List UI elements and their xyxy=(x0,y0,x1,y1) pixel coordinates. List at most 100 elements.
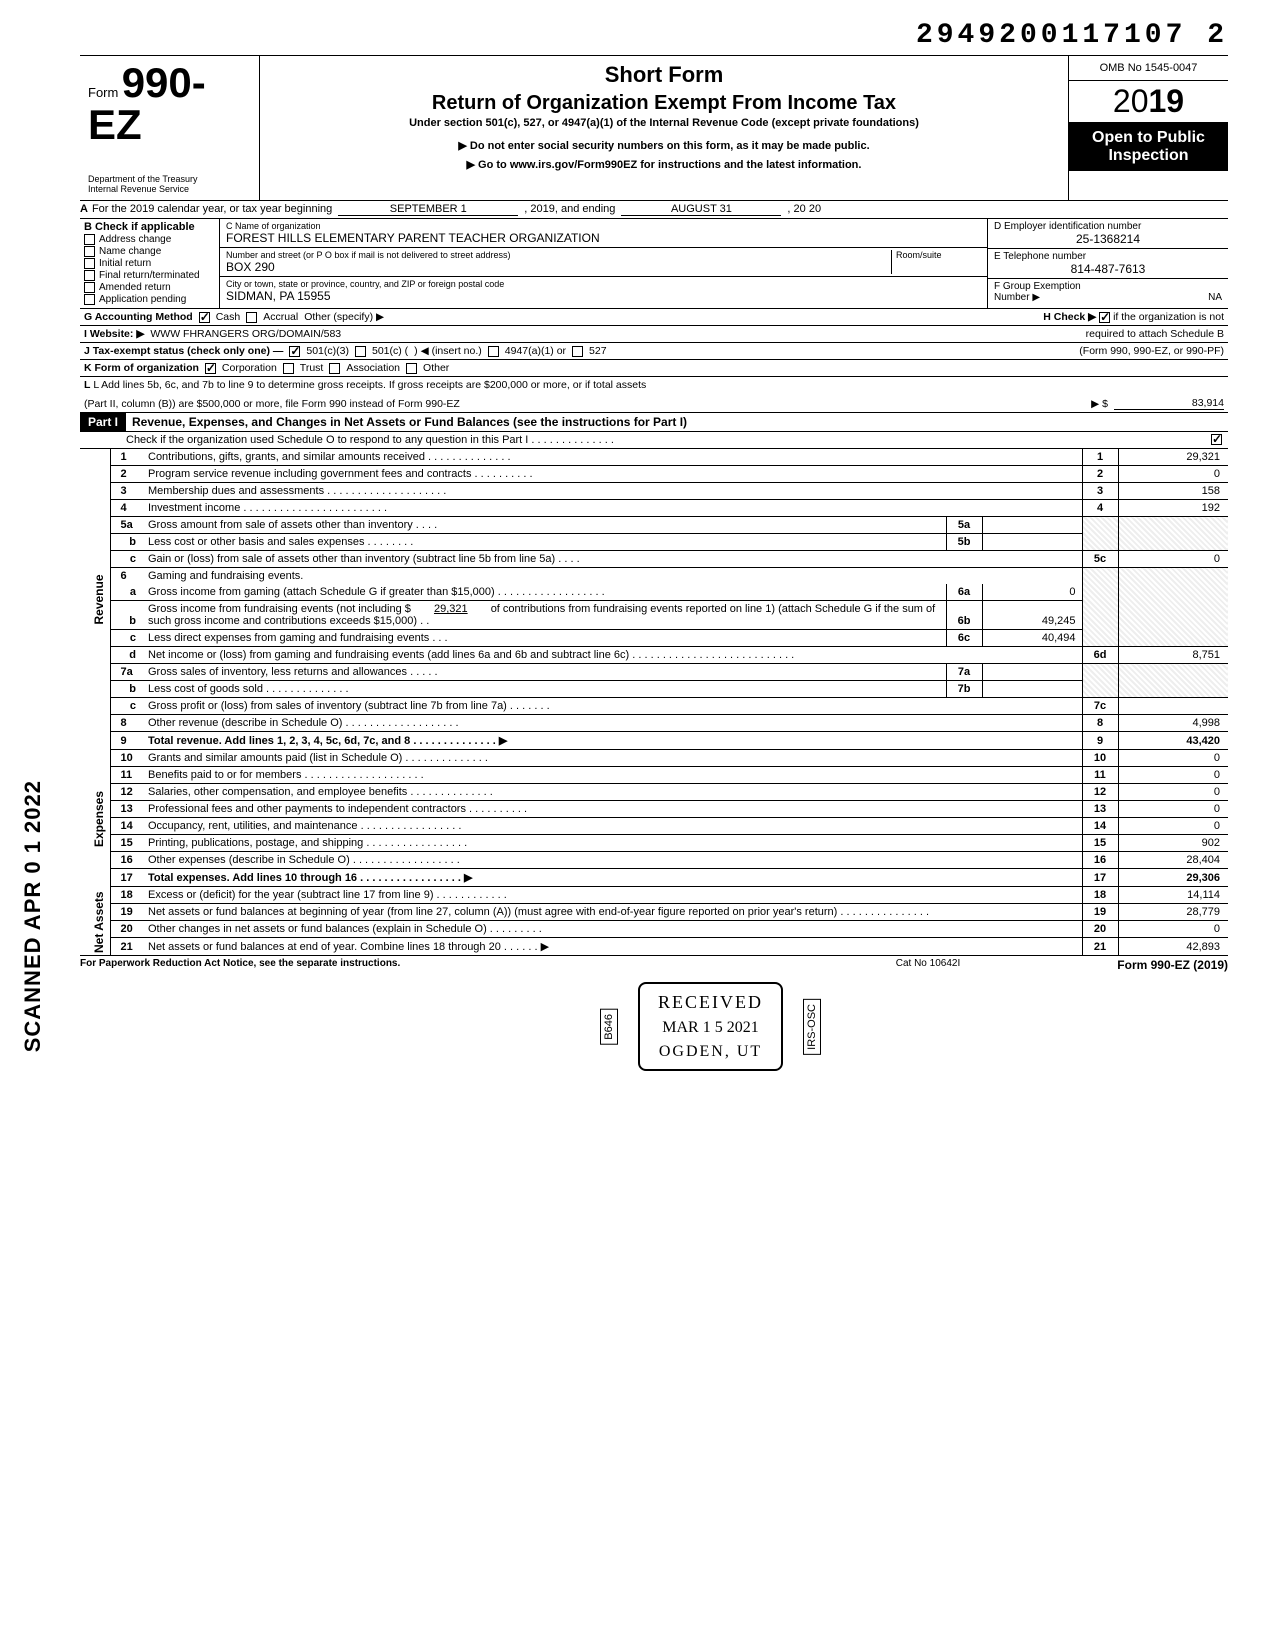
line-6c-amount: 40,494 xyxy=(982,630,1082,647)
addr-label: Number and street (or P O box if mail is… xyxy=(226,250,891,260)
open-public-2: Inspection xyxy=(1073,147,1224,165)
received-stamp: RECEIVED MAR 1 5 2021 OGDEN, UT xyxy=(638,982,783,1071)
page-footer: For Paperwork Reduction Act Notice, see … xyxy=(80,956,1228,972)
line-19-amount: 28,779 xyxy=(1118,904,1228,921)
row-i: I Website: ▶ WWW FHRANGERS ORG/DOMAIN/58… xyxy=(80,326,1228,343)
line-5c-amount: 0 xyxy=(1118,551,1228,568)
cb-initial-return[interactable]: Initial return xyxy=(84,258,215,269)
form-number: 990-EZ xyxy=(88,59,206,148)
cb-amended-return[interactable]: Amended return xyxy=(84,282,215,293)
year-begin: SEPTEMBER 1 xyxy=(338,203,518,216)
instr-url: ▶ Go to www.irs.gov/Form990EZ for instru… xyxy=(270,158,1058,171)
line-10-amount: 0 xyxy=(1118,750,1228,767)
line-9-amount: 43,420 xyxy=(1118,732,1228,750)
line-6b-amount: 49,245 xyxy=(982,601,1082,630)
return-title: Return of Organization Exempt From Incom… xyxy=(270,92,1058,115)
e-label: E Telephone number xyxy=(994,251,1086,262)
line-18-amount: 14,114 xyxy=(1118,887,1228,904)
line-2-amount: 0 xyxy=(1118,466,1228,483)
gross-receipts: 83,914 xyxy=(1114,397,1224,410)
form-header: Form 990-EZ Department of the Treasury I… xyxy=(80,55,1228,201)
scanned-stamp: SCANNED APR 0 1 2022 xyxy=(20,780,46,1052)
line-12-amount: 0 xyxy=(1118,784,1228,801)
short-form-label: Short Form xyxy=(270,62,1058,88)
cb-final-return[interactable]: Final return/terminated xyxy=(84,270,215,281)
dept-treasury: Department of the Treasury xyxy=(88,174,251,184)
cb-h[interactable] xyxy=(1099,312,1110,323)
line-15-amount: 902 xyxy=(1118,835,1228,852)
line-6a-amount: 0 xyxy=(982,584,1082,601)
cb-corporation[interactable] xyxy=(205,363,216,374)
row-k: K Form of organization Corporation Trust… xyxy=(80,360,1228,377)
website: WWW FHRANGERS ORG/DOMAIN/583 xyxy=(150,328,341,340)
org-address: BOX 290 xyxy=(226,260,891,274)
line-20-amount: 0 xyxy=(1118,921,1228,938)
ein: 25-1368214 xyxy=(994,232,1222,246)
line-13-amount: 0 xyxy=(1118,801,1228,818)
received-stamps: B646 RECEIVED MAR 1 5 2021 OGDEN, UT IRS… xyxy=(600,982,1228,1071)
line-4-amount: 192 xyxy=(1118,500,1228,517)
line-17-amount: 29,306 xyxy=(1118,869,1228,887)
f-label: F Group Exemption xyxy=(994,281,1222,292)
f-label2: Number ▶ xyxy=(994,292,1040,303)
line-6d-amount: 8,751 xyxy=(1118,647,1228,664)
line-1-amount: 29,321 xyxy=(1118,449,1228,466)
cb-address-change[interactable]: Address change xyxy=(84,234,215,245)
cb-association[interactable] xyxy=(329,363,340,374)
part-1-header: Part I Revenue, Expenses, and Changes in… xyxy=(80,413,1228,432)
cb-accrual[interactable] xyxy=(246,312,257,323)
cb-trust[interactable] xyxy=(283,363,294,374)
cb-527[interactable] xyxy=(572,346,583,357)
line-8-amount: 4,998 xyxy=(1118,715,1228,732)
omb-number: OMB No 1545-0047 xyxy=(1069,56,1228,81)
paperwork-notice: For Paperwork Reduction Act Notice, see … xyxy=(80,958,828,972)
d-label: D Employer identification number xyxy=(994,221,1141,232)
cat-no: Cat No 10642I xyxy=(828,958,1028,972)
side-revenue: Revenue xyxy=(80,449,110,750)
side-expenses: Expenses xyxy=(80,750,110,887)
c-label: C Name of organization xyxy=(226,221,981,231)
row-j: J Tax-exempt status (check only one) — 5… xyxy=(80,343,1228,360)
side-net-assets: Net Assets xyxy=(80,887,110,956)
cb-application-pending[interactable]: Application pending xyxy=(84,294,215,305)
cb-other-org[interactable] xyxy=(406,363,417,374)
return-subtitle: Under section 501(c), 527, or 4947(a)(1)… xyxy=(270,117,1058,129)
stamp-date: MAR 1 5 2021 xyxy=(658,1019,763,1037)
group-exemption: NA xyxy=(1208,292,1222,303)
tax-year: 2019 xyxy=(1069,81,1228,123)
part1-lines-table: Revenue 1Contributions, gifts, grants, a… xyxy=(80,449,1228,956)
line-6b-contrib: 29,321 xyxy=(414,603,488,615)
open-public-1: Open to Public xyxy=(1073,129,1224,147)
line-14-amount: 0 xyxy=(1118,818,1228,835)
year-end: AUGUST 31 xyxy=(621,203,781,216)
row-a-tax-year: A For the 2019 calendar year, or tax yea… xyxy=(80,201,1228,219)
org-city: SIDMAN, PA 15955 xyxy=(226,289,981,303)
line-21-amount: 42,893 xyxy=(1118,938,1228,956)
stamp-irs-osc: IRS-OSC xyxy=(803,999,821,1055)
cb-name-change[interactable]: Name change xyxy=(84,246,215,257)
stamp-location: OGDEN, UT xyxy=(658,1043,763,1061)
cb-cash[interactable] xyxy=(199,312,210,323)
cb-501c[interactable] xyxy=(355,346,366,357)
irs-label: Internal Revenue Service xyxy=(88,184,251,194)
form-ref: Form 990-EZ (2019) xyxy=(1028,958,1228,972)
line-16-amount: 28,404 xyxy=(1118,852,1228,869)
org-name: FOREST HILLS ELEMENTARY PARENT TEACHER O… xyxy=(226,231,981,245)
row-g: G Accounting Method Cash Accrual Other (… xyxy=(80,309,1228,326)
phone: 814-487-7613 xyxy=(994,262,1222,276)
line-11-amount: 0 xyxy=(1118,767,1228,784)
document-id: 2949200117107 2 xyxy=(80,20,1228,51)
room-label: Room/suite xyxy=(896,250,981,260)
block-bcdef: B Check if applicable Address change Nam… xyxy=(80,219,1228,309)
schedule-o-check: Check if the organization used Schedule … xyxy=(80,432,1228,449)
city-label: City or town, state or province, country… xyxy=(226,279,981,289)
row-l: L L Add lines 5b, 6c, and 7b to line 9 t… xyxy=(80,377,1228,413)
cb-4947[interactable] xyxy=(488,346,499,357)
cb-501c3[interactable] xyxy=(289,346,300,357)
col-b-head: B Check if applicable xyxy=(84,221,215,233)
cb-schedule-o[interactable] xyxy=(1211,434,1222,445)
instr-ssn: ▶ Do not enter social security numbers o… xyxy=(270,139,1058,152)
form-prefix: Form xyxy=(88,85,118,100)
line-3-amount: 158 xyxy=(1118,483,1228,500)
stamp-b646: B646 xyxy=(600,1009,618,1045)
